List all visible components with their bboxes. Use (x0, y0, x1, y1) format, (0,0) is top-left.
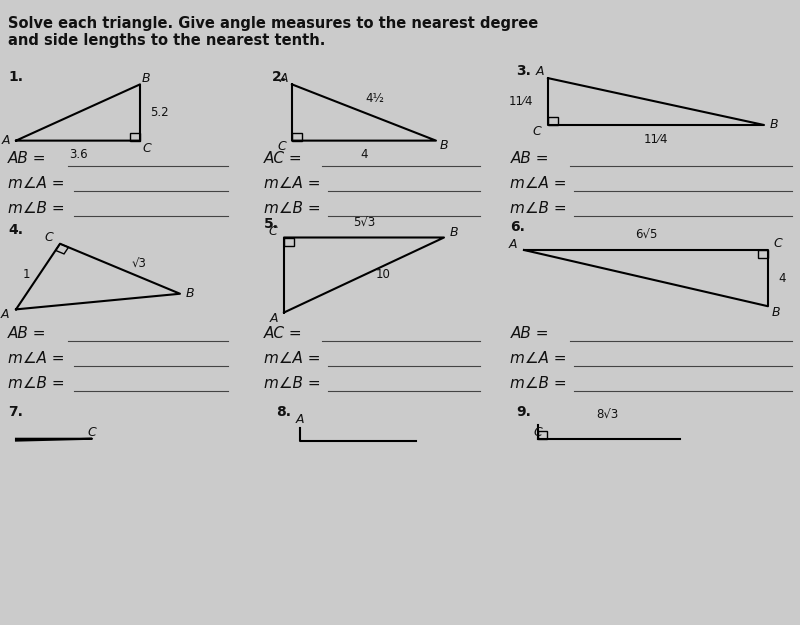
Text: m∠A =: m∠A = (8, 351, 65, 366)
Text: B: B (772, 306, 780, 319)
Text: AB =: AB = (8, 326, 46, 341)
Text: Solve each triangle. Give angle measures to the nearest degree: Solve each triangle. Give angle measures… (8, 16, 538, 31)
Text: A: A (270, 312, 278, 325)
Text: C: C (88, 426, 96, 439)
Text: m∠B =: m∠B = (510, 201, 567, 216)
Text: C: C (269, 225, 277, 238)
Text: A: A (280, 72, 288, 84)
Text: C: C (45, 231, 53, 244)
Text: 8.: 8. (276, 405, 291, 419)
Text: 2.: 2. (272, 71, 287, 84)
Text: 11⁄4: 11⁄4 (644, 133, 668, 146)
Text: 4: 4 (778, 272, 786, 284)
Text: A: A (1, 308, 9, 321)
Text: m∠B =: m∠B = (510, 376, 567, 391)
Text: C: C (142, 142, 150, 154)
Text: 5√3: 5√3 (353, 216, 375, 229)
Text: AB =: AB = (510, 151, 549, 166)
Text: A: A (2, 134, 10, 147)
Text: m∠A =: m∠A = (264, 351, 321, 366)
Text: 8√3: 8√3 (596, 409, 618, 422)
Text: 10: 10 (376, 269, 391, 281)
Text: m∠A =: m∠A = (8, 176, 65, 191)
Text: 4: 4 (360, 148, 368, 161)
Text: 3.: 3. (516, 64, 531, 78)
Text: 3.6: 3.6 (69, 148, 88, 161)
Text: B: B (186, 288, 194, 300)
Text: 6.: 6. (510, 221, 526, 234)
Text: m∠B =: m∠B = (8, 376, 65, 391)
Text: m∠B =: m∠B = (8, 201, 65, 216)
Text: m∠B =: m∠B = (264, 201, 321, 216)
Text: 6√5: 6√5 (635, 229, 658, 242)
Text: A: A (536, 66, 544, 78)
Text: 1.: 1. (8, 71, 23, 84)
Text: C: C (278, 141, 286, 153)
Text: B: B (770, 119, 778, 131)
Text: m∠A =: m∠A = (510, 176, 567, 191)
Text: B: B (142, 72, 150, 84)
Text: 11⁄4: 11⁄4 (509, 95, 534, 108)
Text: AC =: AC = (264, 151, 302, 166)
Text: 1: 1 (23, 269, 30, 281)
Text: 4.: 4. (8, 224, 23, 238)
Text: B: B (450, 226, 458, 239)
Text: AB =: AB = (510, 326, 549, 341)
Text: AB =: AB = (8, 151, 46, 166)
Text: 7.: 7. (8, 405, 23, 419)
Text: 4½: 4½ (365, 92, 384, 105)
Text: C: C (534, 426, 542, 439)
Text: 9.: 9. (516, 405, 531, 419)
Text: C: C (533, 125, 541, 138)
Text: 5.2: 5.2 (150, 106, 169, 119)
Text: AC =: AC = (264, 326, 302, 341)
Text: A: A (509, 239, 517, 251)
Text: m∠A =: m∠A = (264, 176, 321, 191)
Text: m∠A =: m∠A = (510, 351, 567, 366)
Text: 5.: 5. (264, 217, 279, 231)
Text: and side lengths to the nearest tenth.: and side lengths to the nearest tenth. (8, 32, 326, 48)
Text: m∠B =: m∠B = (264, 376, 321, 391)
Text: C: C (774, 238, 782, 250)
Text: A: A (296, 413, 304, 426)
Text: B: B (440, 139, 448, 152)
Text: √3: √3 (132, 258, 147, 270)
